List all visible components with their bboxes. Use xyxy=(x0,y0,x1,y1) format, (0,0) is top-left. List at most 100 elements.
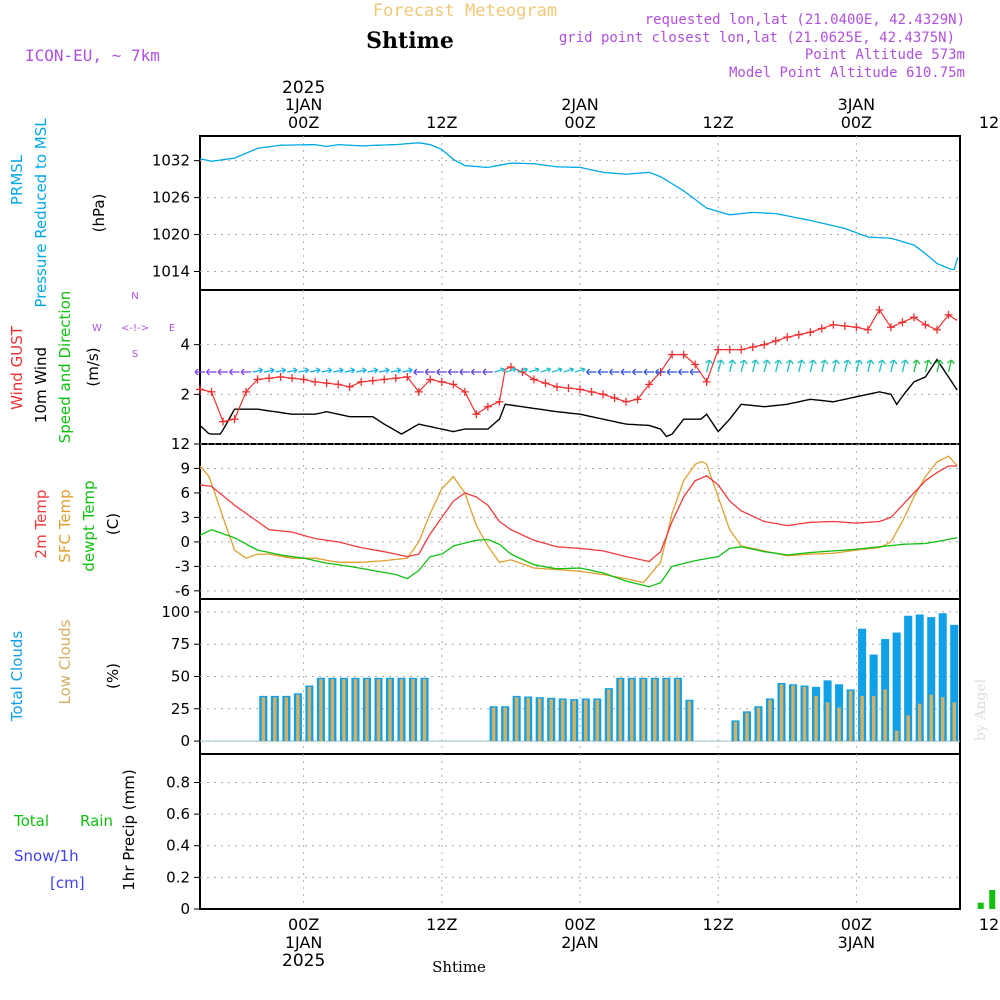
low-cloud-bar xyxy=(641,679,646,742)
wind-direction-arrow xyxy=(563,367,575,373)
low-cloud-bar xyxy=(802,686,807,742)
gust-marker xyxy=(921,320,930,329)
wind-direction-arrow xyxy=(632,368,643,376)
gust-marker xyxy=(483,402,492,411)
gust-marker xyxy=(691,360,700,369)
gust-marker xyxy=(610,394,619,403)
low-cloud-bar xyxy=(388,679,392,742)
low-cloud-bar xyxy=(365,679,369,742)
low-cloud-bar xyxy=(514,697,519,742)
wind-direction-arrow xyxy=(655,368,666,376)
gust-marker xyxy=(564,384,573,393)
wind-direction-arrow xyxy=(912,359,921,373)
wind-direction-arrow xyxy=(774,359,783,373)
wind-direction-arrow xyxy=(901,359,909,373)
y-tick-label: 50 xyxy=(171,668,190,686)
wind-direction-arrow xyxy=(620,368,632,376)
low-cloud-bar xyxy=(871,695,876,742)
gust-marker xyxy=(299,375,308,384)
gust-marker xyxy=(253,375,262,384)
gust-marker xyxy=(852,323,861,332)
gust-marker xyxy=(472,410,481,419)
gust-marker xyxy=(714,345,723,354)
gust-marker xyxy=(898,318,907,327)
wind-direction-arrow xyxy=(321,367,333,374)
precip-unit: 1hr Precip (mm) xyxy=(120,769,138,890)
low-cloud-bar xyxy=(791,685,795,742)
bottom-date: 3JAN xyxy=(838,933,876,952)
requested-coords: requested lon,lat (21.0400E, 42.4329N) xyxy=(645,12,965,28)
low-cloud-bar xyxy=(745,712,749,742)
y-tick-label: 12 xyxy=(171,435,190,453)
wind-direction-arrow xyxy=(574,367,586,373)
low-cloud-bar xyxy=(491,707,496,742)
wind-label-10m: 10m Wind xyxy=(32,347,50,423)
wind-direction-arrow xyxy=(889,359,898,373)
wind-direction-arrow xyxy=(831,359,840,373)
temp-2m-line xyxy=(199,465,958,563)
low-cloud-bar xyxy=(422,679,427,742)
top-date: 1JAN xyxy=(285,95,323,114)
wind-direction-arrow xyxy=(678,368,689,376)
compass-w: W xyxy=(92,323,102,334)
gust-marker xyxy=(391,374,400,383)
top-time: 00Z xyxy=(288,113,319,132)
pressure-line xyxy=(199,142,959,271)
cloud-panel: 0 25 50 75 100 xyxy=(161,598,961,755)
wind-direction-arrow xyxy=(924,359,932,373)
wind-direction-arrow xyxy=(459,368,470,376)
wind-direction-arrow xyxy=(866,359,875,373)
wind-direction-arrow xyxy=(705,359,714,373)
y-tick-label: 0 xyxy=(180,533,190,551)
top-date: 3JAN xyxy=(838,95,876,114)
gust-marker xyxy=(817,324,826,333)
top-date: 2JAN xyxy=(561,95,599,114)
wind-direction-arrow xyxy=(739,359,748,373)
y-tick-label: 3 xyxy=(180,508,190,526)
low-cloud-bar xyxy=(353,679,358,742)
gust-marker xyxy=(426,375,435,384)
wind-direction-arrow xyxy=(286,367,298,374)
gust-marker xyxy=(207,387,216,396)
dewpt-temp-line xyxy=(199,528,958,588)
low-cloud-bar xyxy=(261,697,266,742)
wind-direction-arrow xyxy=(494,367,505,373)
compass-e: E xyxy=(169,323,175,334)
temp-unit: (C) xyxy=(104,513,122,535)
low-cloud-bar xyxy=(273,697,277,742)
temp-label-sfc: SFC Temp xyxy=(56,489,74,562)
gust-marker xyxy=(414,387,423,396)
wind-direction-arrow xyxy=(728,359,737,373)
low-cloud-bar xyxy=(630,679,634,742)
y-tick-label: -3 xyxy=(175,557,190,575)
low-cloud-bar xyxy=(561,699,565,742)
wind-direction-arrow xyxy=(586,368,597,376)
gust-marker xyxy=(576,385,584,394)
gust-marker xyxy=(829,320,838,329)
meteogram-title: Forecast Meteogram xyxy=(373,1,557,21)
gust-marker xyxy=(460,387,469,396)
wind-direction-arrow xyxy=(597,368,609,376)
precip-panel: 0 0.2 0.4 0.6 0.8 xyxy=(166,753,996,918)
gust-marker xyxy=(633,395,642,404)
bottom-date: 1JAN xyxy=(285,933,323,952)
gust-marker xyxy=(622,397,631,406)
y-tick-label: 9 xyxy=(180,459,190,477)
wind-direction-arrow xyxy=(785,359,794,373)
gust-marker xyxy=(760,340,769,349)
wind-direction-arrow xyxy=(609,368,620,376)
temp-label-dewpt: dewpt Temp xyxy=(80,480,98,571)
y-tick-label: -6 xyxy=(175,582,190,600)
gust-marker xyxy=(932,325,941,334)
total-cloud-bar xyxy=(927,617,936,742)
low-cloud-bar xyxy=(549,699,553,742)
low-cloud-bar xyxy=(756,707,761,742)
temp-label-2m: 2m Temp xyxy=(32,490,50,559)
wind-direction-arrow xyxy=(808,359,817,373)
gust-marker xyxy=(380,375,389,384)
gust-marker xyxy=(645,380,654,389)
gust-marker xyxy=(196,385,204,394)
total-cloud-bar xyxy=(950,624,959,742)
y-tick-label: 0.2 xyxy=(166,868,190,886)
wind-label-gust: Wind GUST xyxy=(8,325,26,410)
